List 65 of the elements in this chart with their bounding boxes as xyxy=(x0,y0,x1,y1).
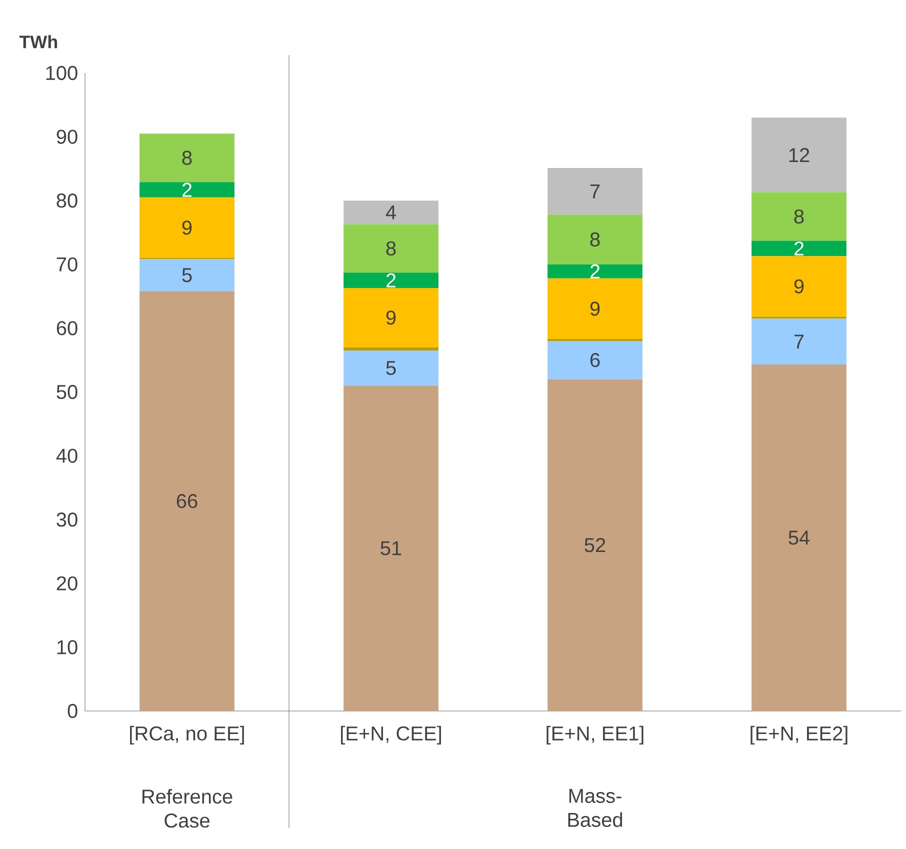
data-label: 9 xyxy=(386,310,396,325)
data-label: 66 xyxy=(176,494,198,508)
bar xyxy=(752,240,846,256)
bar xyxy=(548,379,642,711)
y-axis-title: TWh xyxy=(19,35,58,48)
data-label: 8 xyxy=(386,241,396,256)
bar xyxy=(752,318,846,365)
data-label: 2 xyxy=(794,241,804,256)
x-tick-label: [E+N, EE2] xyxy=(750,726,848,744)
bar xyxy=(140,134,234,182)
bar xyxy=(548,168,642,215)
y-tick-label: 20 xyxy=(56,576,78,590)
data-label: 54 xyxy=(788,530,810,545)
bar xyxy=(752,364,846,711)
data-label: 51 xyxy=(380,541,402,556)
bar xyxy=(344,272,438,288)
x-tick-label: [RCa, no EE] xyxy=(130,726,244,744)
x-tick-label: [E+N, CEE] xyxy=(341,726,441,744)
data-label: 52 xyxy=(584,538,606,552)
y-tick-label: 80 xyxy=(56,194,78,208)
bar xyxy=(752,192,846,241)
text: Reference Case xyxy=(142,789,232,828)
data-label: 2 xyxy=(182,182,192,197)
bar xyxy=(344,386,438,711)
data-label: 2 xyxy=(590,264,600,278)
bar xyxy=(140,259,234,292)
bar xyxy=(548,340,642,380)
y-tick-label: 0 xyxy=(68,704,78,718)
data-label: 7 xyxy=(590,184,600,198)
bar xyxy=(140,197,234,258)
bar xyxy=(548,264,642,278)
y-tick-label: 40 xyxy=(56,448,78,463)
y-tick-label: 50 xyxy=(56,384,78,400)
y-tick-label: 100 xyxy=(46,66,78,80)
data-label: 12 xyxy=(789,148,810,162)
data-label: 8 xyxy=(590,232,600,247)
data-label: 8 xyxy=(794,209,804,224)
data-label: 6 xyxy=(590,353,600,368)
data-label: 4 xyxy=(386,206,396,220)
y-tick-label: 90 xyxy=(56,130,78,144)
x-tick-label: [E+N, EE1] xyxy=(546,726,644,744)
data-label: 9 xyxy=(794,279,804,294)
text: Mass-Based xyxy=(568,789,622,827)
y-tick-label: 60 xyxy=(56,321,78,336)
data-label: 9 xyxy=(590,302,600,316)
y-tick-label: 30 xyxy=(56,512,78,527)
bar xyxy=(344,288,438,348)
y-tick-label: 10 xyxy=(57,640,78,654)
y-tick-label: 70 xyxy=(56,257,78,272)
data-label: 7 xyxy=(794,334,804,348)
bar xyxy=(140,291,234,711)
bar xyxy=(344,347,438,351)
bar xyxy=(548,278,642,340)
data-label: 5 xyxy=(386,361,396,376)
data-label: 9 xyxy=(182,220,192,235)
bar xyxy=(752,118,846,192)
bar xyxy=(344,224,438,273)
data-label: 2 xyxy=(386,273,396,288)
bar xyxy=(140,182,234,198)
bar xyxy=(548,214,642,264)
bar xyxy=(344,200,438,224)
bar xyxy=(344,350,438,386)
data-label: 5 xyxy=(182,268,192,282)
data-label: 8 xyxy=(182,150,192,165)
bar xyxy=(752,256,846,317)
